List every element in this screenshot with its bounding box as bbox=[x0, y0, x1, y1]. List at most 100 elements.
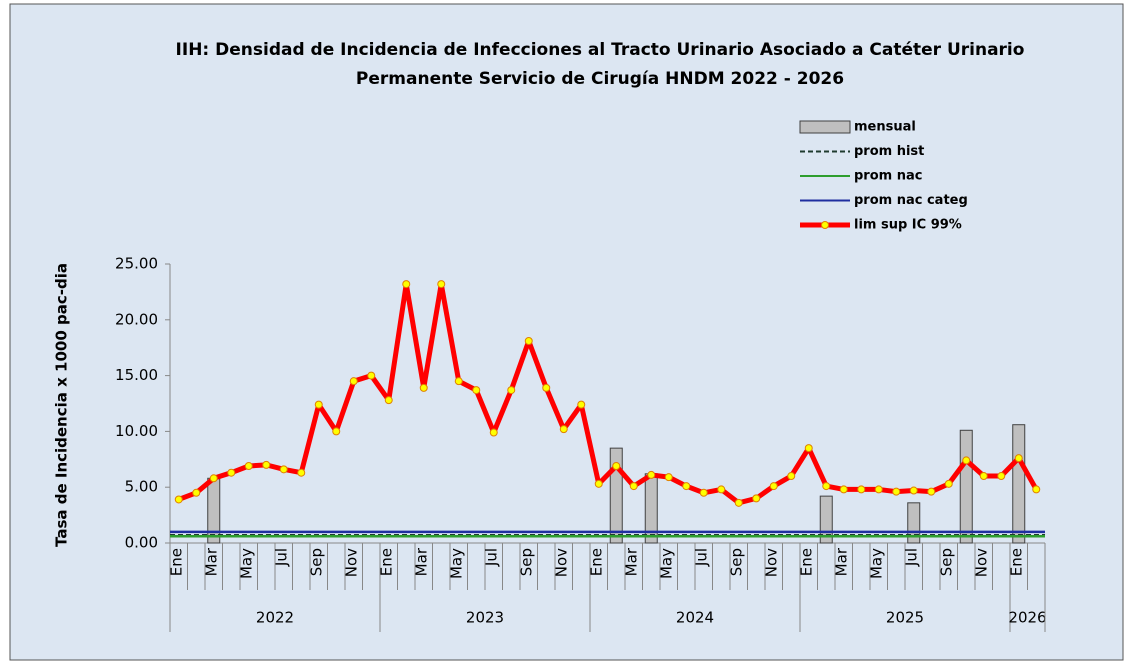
marker bbox=[962, 456, 971, 465]
marker bbox=[437, 280, 446, 289]
y-tick-label: 20.00 bbox=[115, 310, 158, 328]
legend-label: lim sup IC 99% bbox=[854, 218, 962, 233]
marker bbox=[997, 472, 1006, 481]
chart-title: Permanente Servicio de Cirugía HNDM 2022… bbox=[356, 69, 844, 89]
x-tick-label: Nov bbox=[762, 548, 780, 577]
x-tick-label: Nov bbox=[552, 548, 570, 577]
marker bbox=[542, 383, 551, 392]
marker bbox=[857, 485, 866, 494]
year-label: 2022 bbox=[256, 609, 294, 627]
year-label: 2023 bbox=[466, 609, 504, 627]
marker bbox=[192, 488, 201, 497]
marker bbox=[909, 486, 918, 495]
y-tick-label: 10.00 bbox=[115, 422, 158, 440]
x-tick-label: Ene bbox=[167, 548, 185, 576]
legend-swatch bbox=[799, 120, 851, 134]
x-tick-label: Jul bbox=[902, 548, 920, 567]
marker bbox=[1014, 454, 1023, 463]
marker bbox=[874, 485, 883, 494]
marker bbox=[262, 460, 271, 469]
chart-title: IIH: Densidad de Incidencia de Infeccion… bbox=[176, 40, 1025, 60]
x-tick-label: Ene bbox=[797, 548, 815, 576]
marker bbox=[402, 280, 411, 289]
marker bbox=[769, 482, 778, 491]
marker bbox=[454, 377, 463, 386]
marker bbox=[612, 461, 621, 470]
marker bbox=[559, 425, 568, 434]
marker bbox=[297, 468, 306, 477]
marker bbox=[594, 479, 603, 488]
marker bbox=[279, 465, 288, 474]
legend-label: prom nac bbox=[854, 169, 922, 184]
x-tick-label: Sep bbox=[517, 548, 535, 576]
marker bbox=[314, 400, 323, 409]
marker bbox=[524, 337, 533, 346]
x-tick-label: May bbox=[657, 548, 675, 579]
marker bbox=[629, 482, 638, 491]
marker bbox=[839, 485, 848, 494]
x-tick-label: Sep bbox=[307, 548, 325, 576]
year-label: 2025 bbox=[886, 609, 924, 627]
x-tick-label: Jul bbox=[692, 548, 710, 567]
marker bbox=[979, 472, 988, 481]
x-tick-label: Sep bbox=[937, 548, 955, 576]
marker bbox=[717, 485, 726, 494]
marker bbox=[507, 386, 516, 395]
marker bbox=[332, 427, 341, 436]
legend-label: prom nac categ bbox=[854, 193, 968, 208]
marker bbox=[384, 396, 393, 405]
marker bbox=[1032, 485, 1041, 494]
x-tick-label: Nov bbox=[342, 548, 360, 577]
x-tick-label: Mar bbox=[202, 547, 220, 576]
marker bbox=[892, 487, 901, 496]
marker bbox=[174, 495, 183, 504]
marker bbox=[927, 487, 936, 496]
x-tick-label: Sep bbox=[727, 548, 745, 576]
year-label: 2026 bbox=[1008, 609, 1046, 627]
marker bbox=[489, 428, 498, 437]
marker bbox=[472, 386, 481, 395]
marker bbox=[787, 472, 796, 481]
bar bbox=[207, 477, 221, 544]
year-label: 2024 bbox=[676, 609, 714, 627]
x-tick-label: Mar bbox=[412, 547, 430, 576]
x-tick-label: Ene bbox=[1007, 548, 1025, 576]
bar bbox=[1012, 424, 1026, 544]
x-tick-label: Mar bbox=[622, 547, 640, 576]
x-tick-label: Ene bbox=[587, 548, 605, 576]
marker bbox=[209, 474, 218, 483]
marker bbox=[822, 482, 831, 491]
marker bbox=[419, 383, 428, 392]
x-tick-label: Jul bbox=[272, 548, 290, 567]
x-tick-label: Jul bbox=[482, 548, 500, 567]
x-tick-label: Nov bbox=[972, 548, 990, 577]
chart-area bbox=[9, 3, 1124, 661]
x-tick-label: May bbox=[447, 548, 465, 579]
bar bbox=[959, 429, 973, 544]
x-tick-label: Mar bbox=[832, 547, 850, 576]
x-tick-label: May bbox=[237, 548, 255, 579]
marker bbox=[227, 468, 236, 477]
x-tick-label: May bbox=[867, 548, 885, 579]
marker bbox=[244, 461, 253, 470]
y-tick-label: 25.00 bbox=[115, 255, 158, 273]
legend-label: prom hist bbox=[854, 144, 924, 159]
marker bbox=[577, 400, 586, 409]
marker bbox=[734, 498, 743, 507]
legend-label: mensual bbox=[854, 120, 916, 135]
marker bbox=[664, 473, 673, 482]
y-tick-label: 0.00 bbox=[125, 534, 158, 552]
marker bbox=[349, 377, 358, 386]
y-axis-label: Tasa de Incidencia x 1000 pac-dia bbox=[53, 263, 71, 547]
marker bbox=[944, 479, 953, 488]
marker bbox=[699, 488, 708, 497]
x-tick-label: Ene bbox=[377, 548, 395, 576]
marker bbox=[682, 482, 691, 491]
y-tick-label: 15.00 bbox=[115, 366, 158, 384]
legend-swatch bbox=[821, 221, 829, 229]
marker bbox=[647, 470, 656, 479]
marker bbox=[752, 494, 761, 503]
y-tick-label: 5.00 bbox=[125, 478, 158, 496]
marker bbox=[804, 444, 813, 453]
